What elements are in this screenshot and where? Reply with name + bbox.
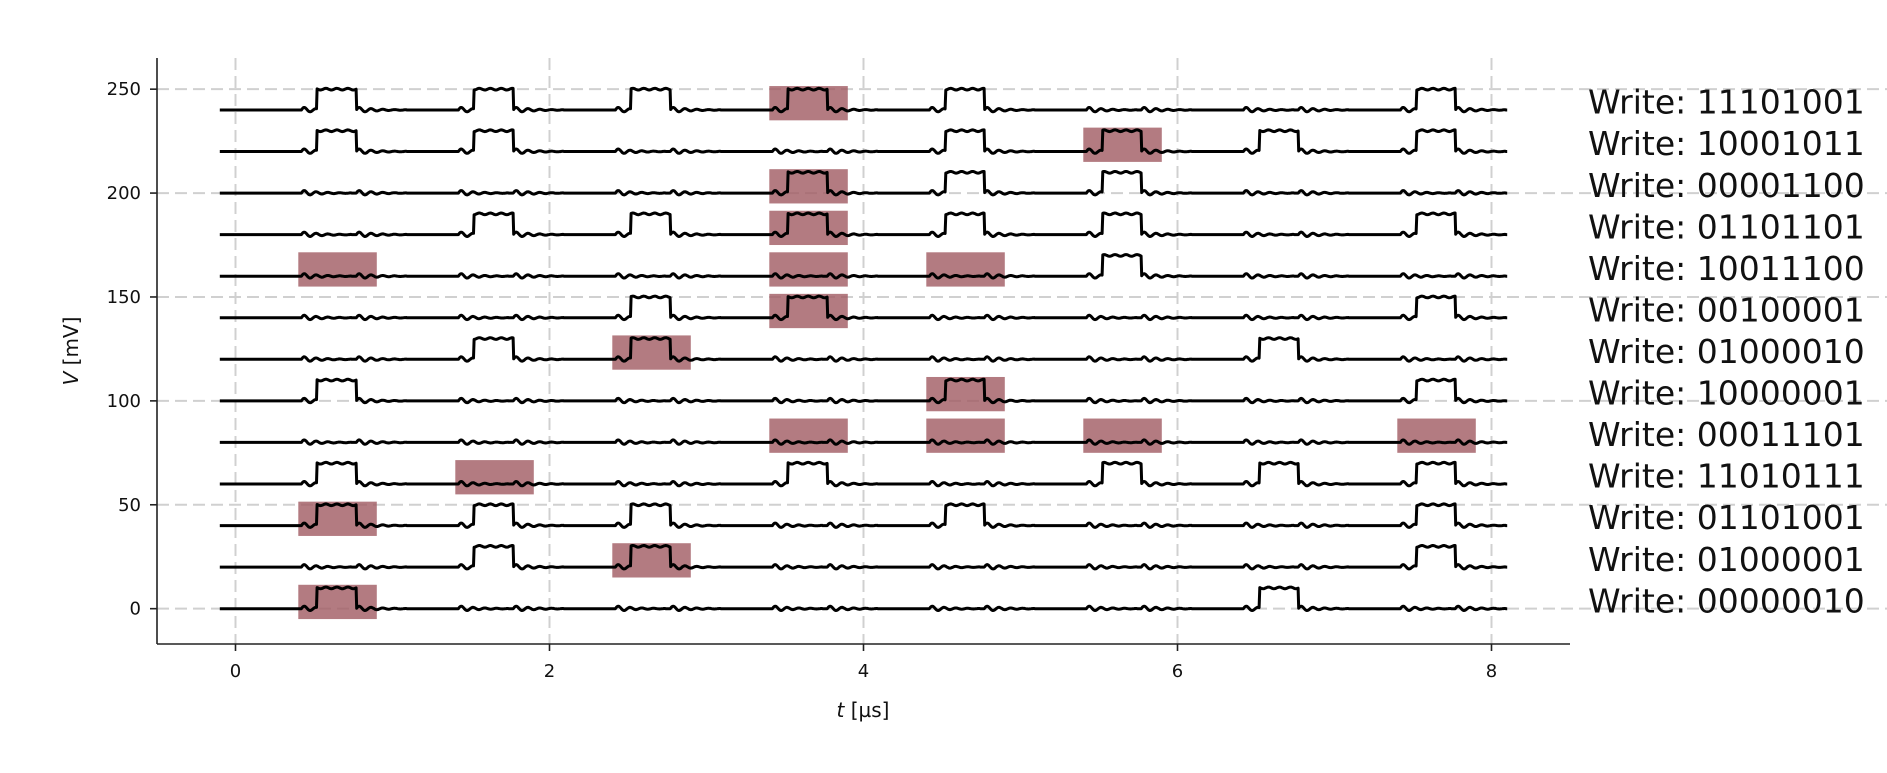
highlight-box: [298, 252, 377, 287]
series-label: Write: 01101001: [1588, 498, 1865, 537]
trace-line: [218, 502, 1509, 529]
trace-line: [218, 253, 1509, 280]
highlight-box: [455, 460, 534, 495]
series-label: Write: 00011101: [1588, 415, 1865, 454]
highlight-box: [1083, 127, 1162, 162]
series-label: Write: 11101001: [1588, 83, 1865, 122]
trace-line: [218, 294, 1509, 322]
trace-line: [218, 377, 1509, 405]
y-tick-label-250: 250: [107, 79, 141, 100]
series-label: Write: 01000001: [1588, 540, 1865, 579]
series-label: Write: 00001100: [1588, 166, 1865, 205]
x-ticks: 0 2 4 6 8: [230, 644, 1497, 682]
highlight-box: [926, 418, 1005, 453]
trace-line: [218, 585, 1509, 612]
trace-line: [218, 86, 1509, 114]
highlight-box: [926, 376, 1005, 412]
highlight-box: [612, 335, 691, 370]
y-tick-label-150: 150: [107, 287, 141, 308]
highlight-box: [1083, 418, 1162, 453]
series-label: Write: 01000010: [1588, 332, 1865, 371]
y-tick-label-200: 200: [107, 183, 141, 204]
highlight-box: [769, 210, 848, 246]
x-axis-label: t [µs]: [837, 698, 890, 722]
highlight-box: [769, 293, 848, 329]
y-tick-label-50: 50: [118, 495, 141, 516]
y-axis-label: V [mV]: [59, 317, 83, 386]
series-label: Write: 10001011: [1588, 124, 1865, 163]
trace-line: [218, 544, 1509, 571]
highlight-box: [1397, 418, 1476, 453]
y-ticks: 0 50 100 150 200 250: [107, 79, 157, 620]
highlight-box: [769, 418, 848, 453]
x-tick-label-6: 6: [1172, 661, 1183, 682]
highlight-boxes: [298, 86, 1476, 620]
series-label: Write: 01101101: [1588, 207, 1865, 246]
series-label: Write: 00000010: [1588, 581, 1865, 620]
trace-line: [218, 128, 1509, 155]
trace-line: [218, 438, 1509, 446]
highlight-box: [298, 501, 377, 536]
highlight-box: [612, 543, 691, 578]
y-tick-label-100: 100: [107, 391, 141, 412]
highlight-box: [926, 252, 1005, 287]
series-label: Write: 10011100: [1588, 249, 1865, 288]
series-label: Write: 11010111: [1588, 457, 1865, 496]
highlight-box: [769, 86, 848, 121]
series-label: Write: 10000001: [1588, 374, 1865, 413]
series-label: Write: 00100001: [1588, 290, 1865, 329]
trace-line: [218, 211, 1509, 238]
highlight-box: [298, 584, 377, 620]
highlight-box: [769, 169, 848, 204]
x-tick-label-2: 2: [544, 661, 555, 682]
x-tick-label-4: 4: [858, 661, 869, 682]
x-tick-label-0: 0: [230, 661, 241, 682]
y-tick-label-0: 0: [130, 599, 141, 620]
trace-line: [218, 170, 1509, 197]
highlight-box: [769, 252, 848, 287]
trace-line: [218, 336, 1509, 363]
traces: [218, 86, 1509, 612]
x-tick-label-8: 8: [1486, 661, 1497, 682]
trace-line: [218, 460, 1509, 488]
